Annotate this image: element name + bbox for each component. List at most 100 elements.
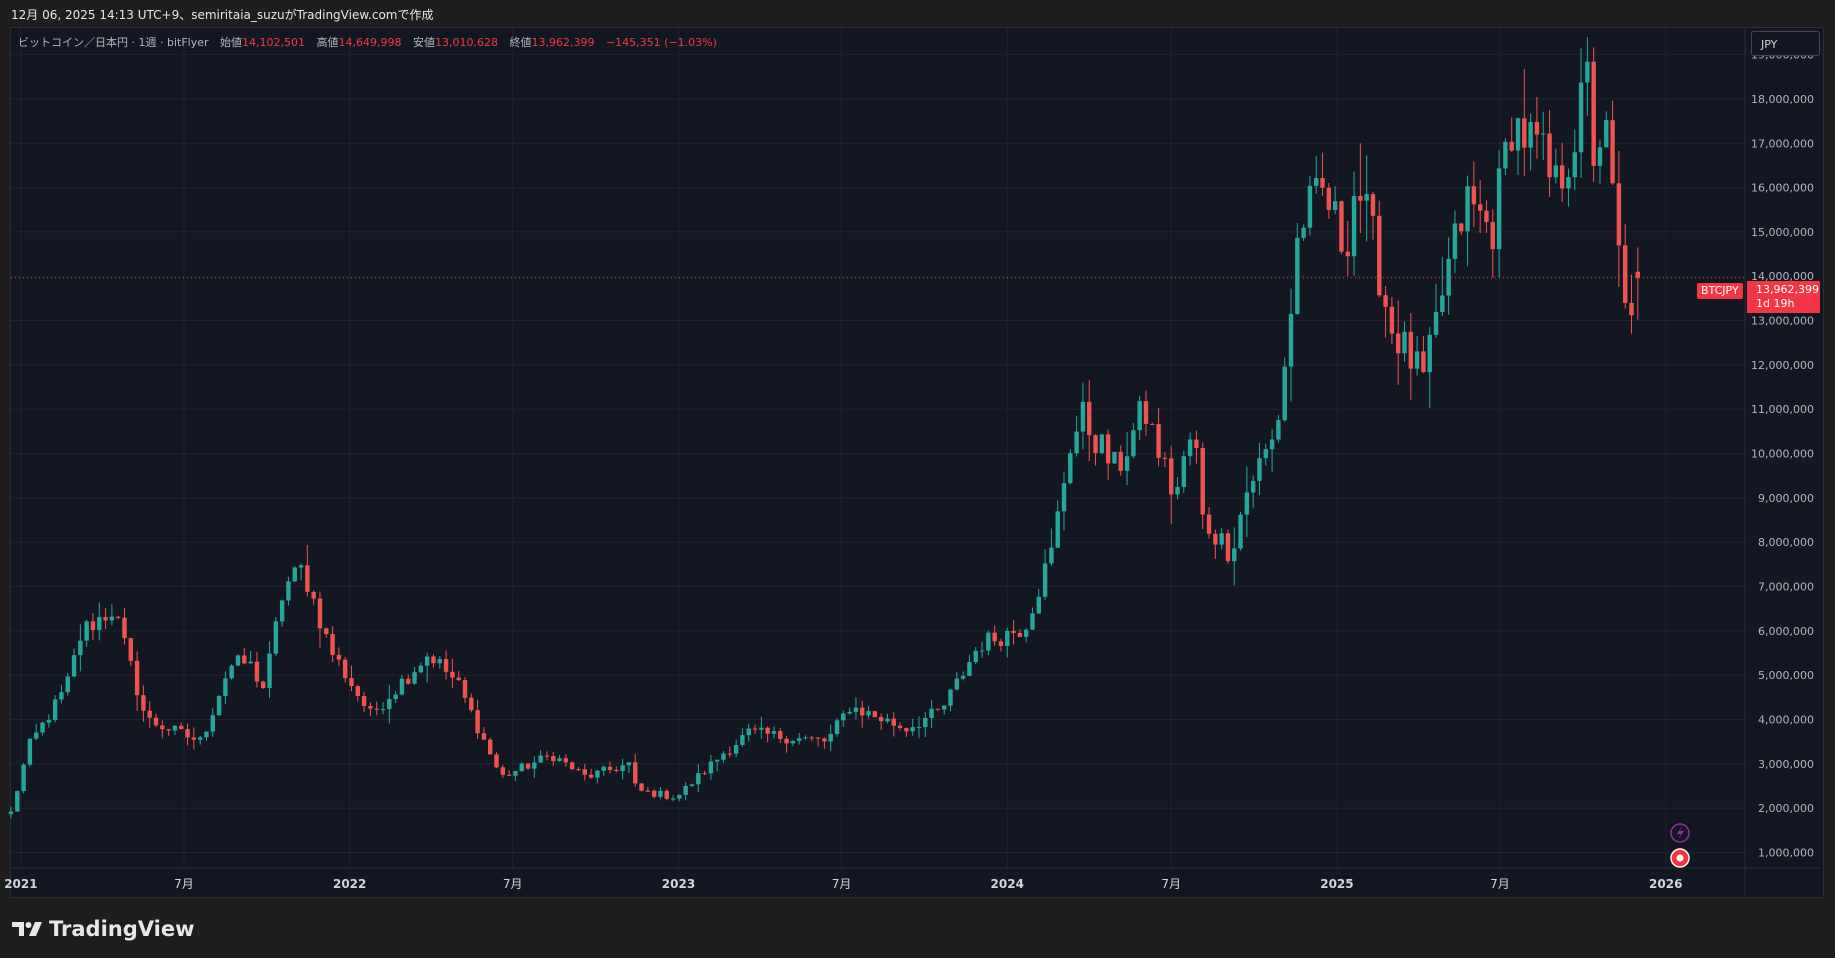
x-tick-label: 7月 xyxy=(503,877,523,891)
candle-body xyxy=(948,689,953,706)
chart-caption: 12月 06, 2025 14:13 UTC+9、semiritaia_suzu… xyxy=(11,8,434,22)
time-axis: 2021 7月 2022 7月 2023 7月 2024 7月 2025 7月 2026 xyxy=(4,877,1682,891)
candle-body xyxy=(443,659,449,672)
x-tick-label: 2021 xyxy=(4,877,37,891)
candle-body xyxy=(841,713,846,721)
candle-body xyxy=(406,678,411,684)
candle-body xyxy=(1156,424,1161,458)
chart-pane[interactable] xyxy=(10,27,1824,898)
candle-body xyxy=(639,783,644,791)
symbol-title[interactable]: ビットコイン／日本円 · 1週 · bitFlyer xyxy=(18,36,209,49)
candle-body xyxy=(525,763,531,769)
candle-body xyxy=(261,681,266,689)
candle-body xyxy=(1137,401,1142,431)
candle-body xyxy=(40,722,45,733)
candle-body xyxy=(488,739,493,755)
candle-body xyxy=(1471,186,1477,205)
x-tick-label: 2024 xyxy=(991,877,1024,891)
x-tick-label: 2025 xyxy=(1320,877,1353,891)
candle-body xyxy=(689,784,695,786)
candle-body xyxy=(1578,82,1584,153)
candle-body xyxy=(317,598,323,629)
candle-body xyxy=(330,633,335,655)
candle-series xyxy=(8,36,1641,819)
candle-body xyxy=(1635,271,1641,278)
candle-body xyxy=(78,640,83,656)
candle-body xyxy=(614,769,619,772)
candle-body xyxy=(179,725,184,730)
close-value: 13,962,399 xyxy=(531,36,595,49)
candle-body xyxy=(796,738,802,741)
candle-body xyxy=(387,699,392,710)
candle-body xyxy=(1490,222,1495,250)
candle-body xyxy=(1200,447,1205,515)
candle-body xyxy=(1042,563,1048,597)
candle-body xyxy=(1257,458,1262,481)
candle-body xyxy=(1238,514,1243,549)
lightning-icon[interactable] xyxy=(1670,823,1690,843)
candle-body xyxy=(248,661,253,664)
candle-body xyxy=(1351,195,1357,257)
candle-body xyxy=(1093,435,1098,454)
candle-body xyxy=(626,762,632,766)
currency-button[interactable]: JPY xyxy=(1751,31,1820,56)
candle-body xyxy=(1402,331,1407,354)
candle-body xyxy=(822,738,827,742)
candle-body xyxy=(1112,451,1117,464)
candle-body xyxy=(1017,633,1023,637)
open-value: 14,102,501 xyxy=(242,36,305,49)
candle-body xyxy=(115,616,121,618)
candle-body xyxy=(1314,178,1319,186)
candle-body xyxy=(866,711,871,716)
candle-body xyxy=(1225,533,1231,562)
candle-body xyxy=(998,641,1004,646)
candle-body xyxy=(986,632,991,651)
candle-body xyxy=(1250,480,1256,493)
candle-body xyxy=(1528,121,1533,148)
candle-body xyxy=(563,758,569,763)
candle-body xyxy=(1276,420,1281,440)
candle-body xyxy=(1452,223,1458,259)
candle-body xyxy=(1269,439,1275,450)
x-tick-label: 7月 xyxy=(832,877,852,891)
candle-body xyxy=(204,731,209,738)
candle-body xyxy=(1175,486,1180,495)
y-tick-label: 5,000,000 xyxy=(1758,669,1814,682)
low-label: 安値 xyxy=(412,36,435,49)
candle-body xyxy=(1572,152,1577,178)
symbol-price-tag: BTCJPY xyxy=(1697,283,1743,299)
y-tick-label: 6,000,000 xyxy=(1758,625,1814,638)
candle-body xyxy=(450,671,455,678)
candle-body xyxy=(254,661,260,682)
candle-body xyxy=(160,725,165,730)
candle-body xyxy=(860,707,865,716)
candle-body xyxy=(1408,331,1414,369)
candle-body xyxy=(349,678,354,687)
candle-body xyxy=(1068,453,1073,484)
y-tick-label: 1,000,000 xyxy=(1758,846,1814,859)
candle-body xyxy=(311,591,316,599)
target-icon[interactable] xyxy=(1670,848,1690,868)
candle-body xyxy=(1030,613,1035,630)
candle-body xyxy=(1465,186,1470,232)
candle-body xyxy=(1484,210,1489,223)
x-tick-label: 2026 xyxy=(1649,877,1682,891)
candle-body xyxy=(1427,334,1432,373)
candle-body xyxy=(1433,312,1439,335)
candle-body xyxy=(828,733,833,742)
tradingview-logo[interactable]: TradingView xyxy=(11,917,194,941)
candle-body xyxy=(658,790,663,797)
y-tick-label: 12,000,000 xyxy=(1751,359,1814,372)
candle-body xyxy=(588,774,594,778)
candle-body xyxy=(506,774,512,776)
candle-body xyxy=(708,761,714,774)
candle-body xyxy=(15,790,20,812)
candle-body xyxy=(223,678,228,697)
bar-countdown: 1d 19h xyxy=(1756,297,1795,310)
x-tick-label: 7月 xyxy=(174,877,194,891)
candle-body xyxy=(1622,245,1628,303)
candle-body xyxy=(1168,458,1174,495)
candle-body xyxy=(1150,423,1155,425)
candle-body xyxy=(298,565,304,568)
